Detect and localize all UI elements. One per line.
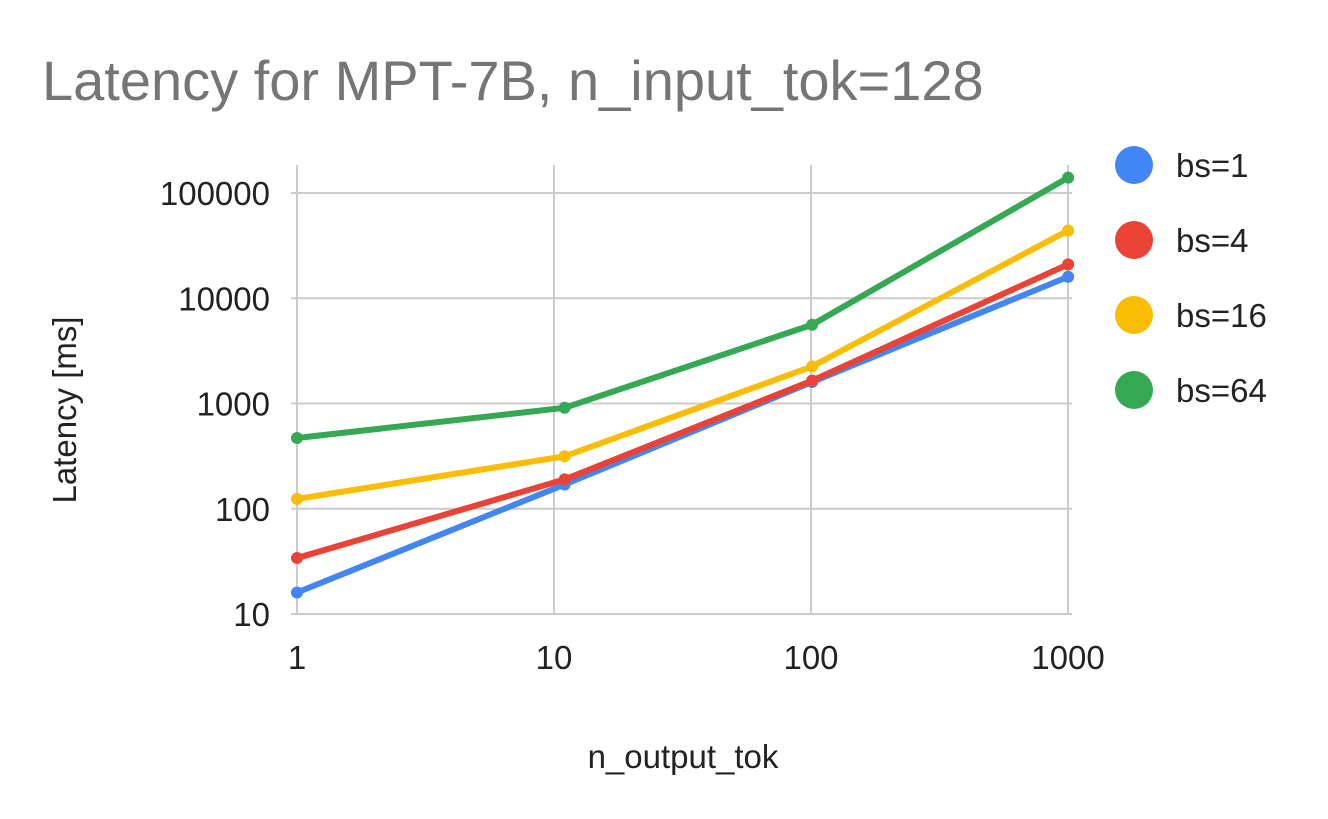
data-point [291,492,303,505]
series-bs-16 [291,224,1075,505]
legend-swatch [1115,296,1153,334]
x-axis-title: n_output_tok [588,738,779,775]
legend-label: bs=1 [1176,147,1248,184]
y-tick-label: 10000 [178,280,270,317]
x-tick-label: 1 [288,639,306,676]
y-tick-label: 100 [215,491,270,528]
x-tick-label: 1000 [1031,639,1104,676]
legend-swatch [1115,371,1153,409]
series-line [294,273,1072,596]
legend-label: bs=16 [1176,297,1267,334]
data-point [291,432,303,445]
x-tick-label: 10 [536,639,573,676]
legend-item: bs=1 [1115,146,1248,184]
legend-label: bs=4 [1176,222,1248,259]
y-tick-label: 1000 [197,386,270,423]
series-bs-64 [291,171,1075,445]
series-line [294,174,1072,442]
legend-label: bs=64 [1176,372,1267,409]
chart-title: Latency for MPT-7B, n_input_tok=128 [42,49,984,112]
data-point [806,374,819,387]
data-point [806,360,819,373]
y-axis-title: Latency [ms] [46,316,83,503]
data-point [558,450,571,463]
legend-item: bs=4 [1115,221,1248,259]
grid [291,165,1072,615]
data-point [1062,258,1075,271]
legend: bs=1 bs=4 bs=16 bs=64 [1115,146,1267,409]
legend-item: bs=64 [1115,371,1267,409]
legend-item: bs=16 [1115,296,1267,334]
y-tick-label: 100000 [160,175,270,212]
series-layer [291,171,1075,599]
legend-swatch [1115,221,1153,259]
y-tick-label: 10 [233,596,270,633]
series-bs-4 [291,258,1075,565]
data-point [806,318,819,331]
tick-labels: 1 10 100 1000 10 100 1000 10000 100000 [160,175,1105,676]
data-point [1062,171,1075,184]
data-point [558,401,571,414]
data-point [291,552,303,565]
series-line [294,227,1072,502]
x-tick-label: 100 [783,639,838,676]
data-point [1062,224,1075,237]
legend-swatch [1115,146,1153,184]
data-point [558,473,571,486]
data-point [1062,270,1075,283]
data-point [291,586,303,599]
series-line [294,261,1072,562]
